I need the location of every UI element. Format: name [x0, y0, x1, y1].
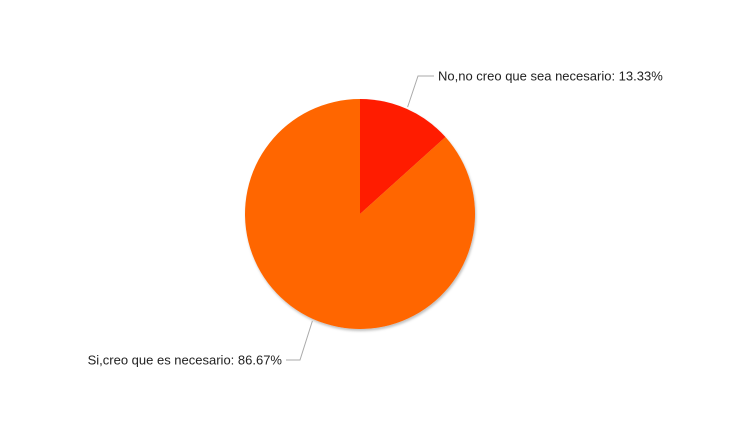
pie-slice: [360, 99, 446, 214]
pie-slices: [245, 99, 476, 329]
pie-labels: No,no creo que sea necesario: 13.33% Si,c…: [88, 69, 664, 368]
pie-slice: [245, 99, 476, 329]
slice-label: No,no creo que sea necesario: 13.33%: [438, 69, 663, 84]
leader-line: [407, 75, 434, 108]
leader-line: [286, 320, 313, 361]
slice-label: Si,creo que es necesario: 86.67%: [88, 353, 283, 368]
